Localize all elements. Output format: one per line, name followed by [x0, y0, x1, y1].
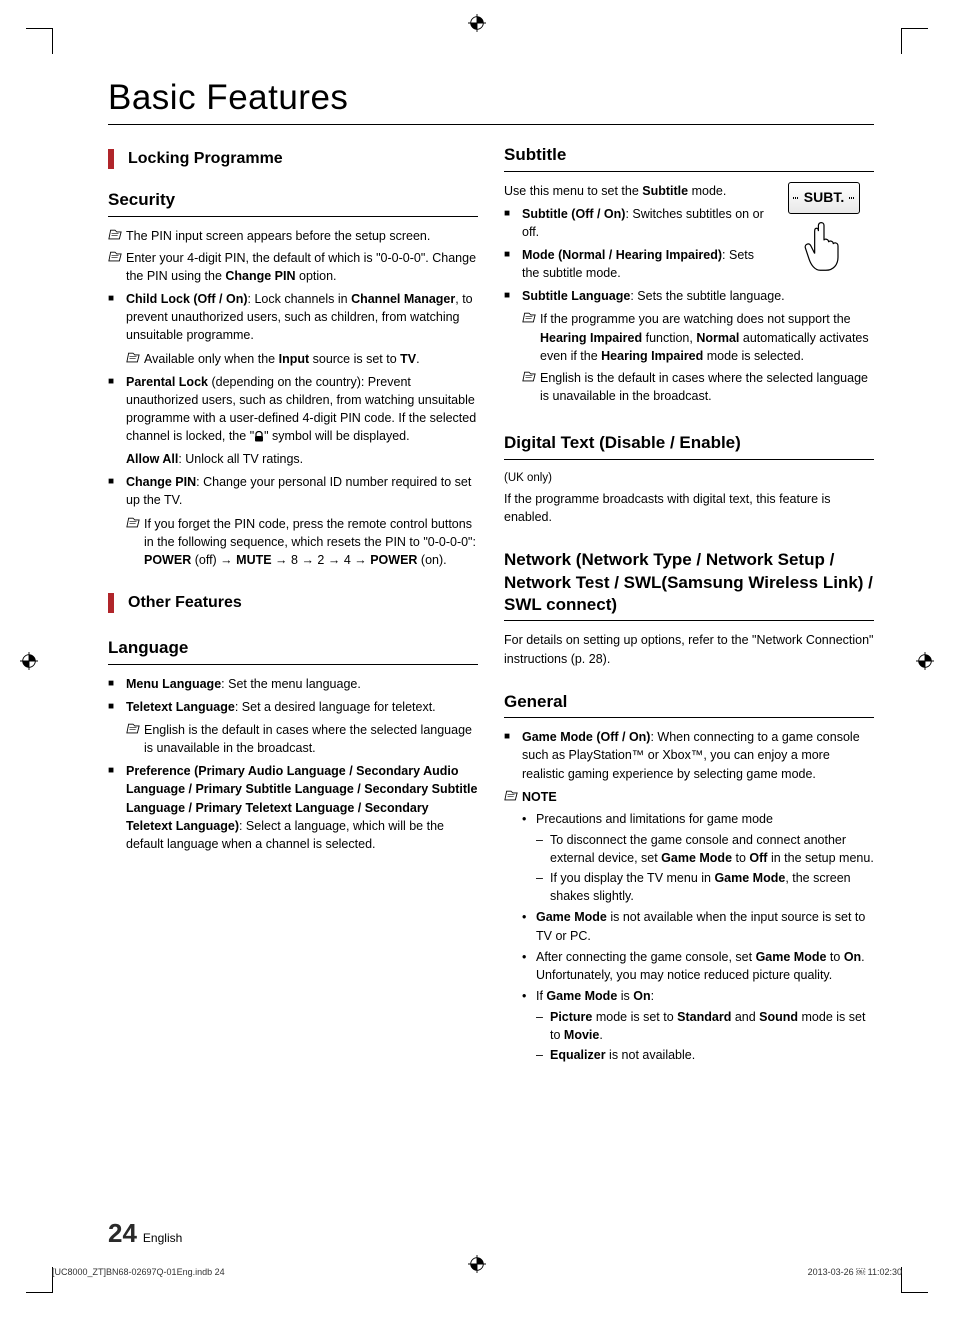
body-text: Equalizer is not available.: [550, 1046, 695, 1064]
body-text: English is the default in cases where th…: [540, 369, 874, 405]
item-preference: ■ Preference (Primary Audio Language / S…: [108, 762, 478, 853]
body-text: The PIN input screen appears before the …: [126, 227, 430, 245]
digital-text-para: If the programme broadcasts with digital…: [504, 490, 874, 526]
note-child-lock-tv: Available only when the Input source is …: [126, 350, 478, 368]
bullet-if-on: •If Game Mode is On:: [522, 987, 874, 1005]
item-change-pin: ■ Change PIN: Change your personal ID nu…: [108, 473, 478, 509]
body-text: Preference (Primary Audio Language / Sec…: [126, 762, 478, 853]
subt-button-illustration: SUBT.: [774, 182, 874, 274]
subt-button: SUBT.: [788, 182, 860, 214]
body-text: Game Mode is not available when the inpu…: [536, 908, 874, 944]
square-bullet-icon: ■: [108, 290, 126, 344]
heading-digital-text: Digital Text (Disable / Enable): [504, 431, 874, 460]
dash-equalizer: –Equalizer is not available.: [536, 1046, 874, 1064]
square-bullet-icon: ■: [108, 373, 126, 446]
dash-disconnect: –To disconnect the game console and conn…: [536, 831, 874, 867]
print-footer: [UC8000_ZT]BN68-02697Q-01Eng.indb 24 201…: [52, 1267, 902, 1277]
allow-all-text: Allow All: Unlock all TV ratings.: [126, 450, 478, 468]
body-text: Game Mode (Off / On): When connecting to…: [522, 728, 874, 782]
registration-mark-icon: [468, 14, 486, 32]
note-icon: [522, 371, 536, 382]
square-bullet-icon: ■: [108, 675, 126, 693]
item-subtitle-language: ■ Subtitle Language: Sets the subtitle l…: [504, 287, 874, 305]
note-label: NOTE: [522, 788, 557, 806]
heading-security: Security: [108, 188, 478, 217]
body-text: Precautions and limitations for game mod…: [536, 810, 773, 828]
item-game-mode: ■ Game Mode (Off / On): When connecting …: [504, 728, 874, 782]
dash-screen-shake: –If you display the TV menu in Game Mode…: [536, 869, 874, 905]
network-para: For details on setting up options, refer…: [504, 631, 874, 667]
body-text: Subtitle Language: Sets the subtitle lan…: [522, 287, 785, 305]
item-child-lock: ■ Child Lock (Off / On): Lock channels i…: [108, 290, 478, 344]
registration-mark-icon: [916, 652, 934, 670]
square-bullet-icon: ■: [504, 287, 522, 305]
body-text: Subtitle (Off / On): Switches subtitles …: [522, 205, 766, 241]
square-bullet-icon: ■: [504, 205, 522, 241]
body-text: If you display the TV menu in Game Mode,…: [550, 869, 874, 905]
note-icon: [126, 517, 140, 528]
body-text: Teletext Language: Set a desired languag…: [126, 698, 436, 716]
body-text: Child Lock (Off / On): Lock channels in …: [126, 290, 478, 344]
note-pin-screen: The PIN input screen appears before the …: [108, 227, 478, 245]
square-bullet-icon: ■: [108, 698, 126, 716]
item-teletext-language: ■ Teletext Language: Set a desired langu…: [108, 698, 478, 716]
note-default-pin: Enter your 4-digit PIN, the default of w…: [108, 249, 478, 285]
note-icon: [504, 790, 518, 801]
item-parental-lock: ■ Parental Lock (depending on the countr…: [108, 373, 478, 446]
note-subtitle-english-default: English is the default in cases where th…: [522, 369, 874, 405]
heading-language: Language: [108, 636, 478, 665]
body-text: Picture mode is set to Standard and Soun…: [550, 1008, 874, 1044]
bullet-not-available: •Game Mode is not available when the inp…: [522, 908, 874, 944]
heading-subtitle: Subtitle: [504, 143, 874, 172]
item-subtitle-mode: ■ Mode (Normal / Hearing Impaired): Sets…: [504, 246, 766, 282]
body-text: Menu Language: Set the menu language.: [126, 675, 361, 693]
body-text: Parental Lock (depending on the country)…: [126, 373, 478, 446]
note-teletext-default: English is the default in cases where th…: [126, 721, 478, 757]
section-other-features: Other Features: [108, 591, 478, 614]
note-icon: [108, 229, 122, 240]
note-icon: [126, 352, 140, 363]
bullet-after-connecting: •After connecting the game console, set …: [522, 948, 874, 984]
item-subtitle-onoff: ■ Subtitle (Off / On): Switches subtitle…: [504, 205, 766, 241]
square-bullet-icon: ■: [504, 728, 522, 782]
body-text: After connecting the game console, set G…: [536, 948, 874, 984]
note-hearing-impaired: If the programme you are watching does n…: [522, 310, 874, 364]
item-menu-language: ■ Menu Language: Set the menu language.: [108, 675, 478, 693]
body-text: Mode (Normal / Hearing Impaired): Sets t…: [522, 246, 766, 282]
square-bullet-icon: ■: [504, 246, 522, 282]
registration-mark-icon: [20, 652, 38, 670]
left-column: Locking Programme Security The PIN input…: [108, 143, 478, 1066]
body-text: If you forget the PIN code, press the re…: [144, 515, 478, 569]
square-bullet-icon: ■: [108, 762, 126, 853]
page-number: 24English: [108, 1218, 182, 1249]
footer-right: 2013-03-26 ￼ 11:02:30: [808, 1267, 902, 1277]
note-icon: [126, 723, 140, 734]
body-text: Enter your 4-digit PIN, the default of w…: [126, 249, 478, 285]
note-icon: [108, 251, 122, 262]
page-title: Basic Features: [108, 78, 874, 125]
hand-pointer-icon: [796, 218, 852, 274]
lock-icon: [254, 431, 264, 442]
body-text: Available only when the Input source is …: [144, 350, 420, 368]
uk-only-label: (UK only): [504, 470, 874, 487]
body-text: To disconnect the game console and conne…: [550, 831, 874, 867]
note-forget-pin: If you forget the PIN code, press the re…: [126, 515, 478, 569]
square-bullet-icon: ■: [108, 473, 126, 509]
body-text: If the programme you are watching does n…: [540, 310, 874, 364]
note-icon: [522, 312, 536, 323]
note-heading: NOTE: [504, 788, 874, 806]
dash-picture-sound: –Picture mode is set to Standard and Sou…: [536, 1008, 874, 1044]
bullet-precautions: •Precautions and limitations for game mo…: [522, 810, 874, 828]
heading-network: Network (Network Type / Network Setup / …: [504, 549, 874, 622]
heading-general: General: [504, 690, 874, 719]
page-content: Basic Features Locking Programme Securit…: [108, 78, 874, 1066]
footer-left: [UC8000_ZT]BN68-02697Q-01Eng.indb 24: [52, 1267, 225, 1277]
body-text: If Game Mode is On:: [536, 987, 654, 1005]
body-text: Change PIN: Change your personal ID numb…: [126, 473, 478, 509]
right-column: Subtitle SUBT. Use this menu to set the …: [504, 143, 874, 1066]
body-text: English is the default in cases where th…: [144, 721, 478, 757]
section-locking-programme: Locking Programme: [108, 147, 478, 170]
